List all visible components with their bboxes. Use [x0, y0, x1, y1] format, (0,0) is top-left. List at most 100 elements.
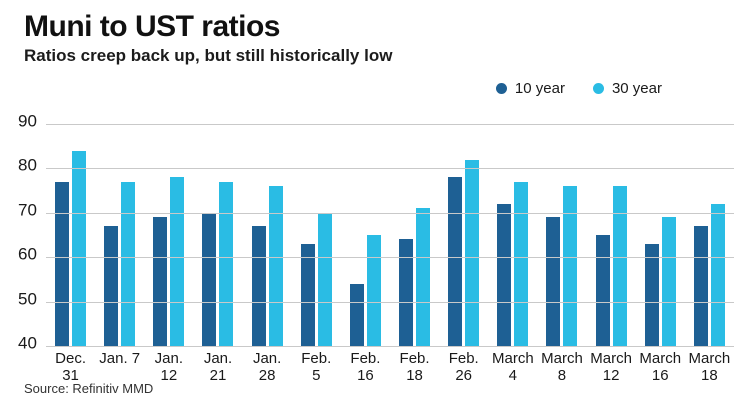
bar-10-year-march-16 [644, 243, 659, 346]
x-tick-label-jan-28: Jan. 28 [243, 350, 292, 384]
x-tick-label-line: March [541, 350, 583, 367]
x-tick-label-march-8: March 8 [537, 350, 586, 384]
bar-10-year-jan-7 [104, 226, 119, 346]
bar-10-year-march-8 [546, 217, 561, 346]
plot-area [46, 124, 734, 347]
x-tick-label-line: 12 [602, 367, 620, 384]
x-tick-label-line: Jan. 7 [99, 350, 141, 367]
bar-30-year-march-4 [514, 181, 529, 346]
x-tick-label-line: 28 [258, 367, 276, 384]
x-tick-label-line: March [491, 350, 534, 367]
source-line: Source: Refinitiv MMD [24, 381, 154, 396]
y-tick-label-60: 60 [18, 244, 37, 264]
gridline-40 [46, 346, 734, 347]
bar-30-year-march-8 [563, 186, 578, 346]
x-axis-labels: Dec. 31 Jan. 7 Jan. 12 Jan. 21 Jan. 28 Feb. 5 Feb. 1… [46, 350, 734, 384]
x-tick-label-jan-21: Jan. 21 [193, 350, 242, 384]
bar-30-year-feb-18 [416, 208, 431, 346]
bar-group-feb-16 [341, 124, 390, 346]
bar-group-dec-31 [46, 124, 95, 346]
y-tick-label-80: 80 [18, 155, 37, 175]
x-tick-label-march-4: March 4 [488, 350, 537, 384]
x-tick-label-feb-5: Feb. 5 [292, 350, 341, 384]
x-tick-label-line: Jan. [154, 350, 184, 367]
x-tick-label-jan-7: Jan. 7 [95, 350, 144, 384]
x-tick-label-dec-31: Dec. 31 [46, 350, 95, 384]
x-tick-label-line: March [590, 350, 632, 367]
x-tick-label-march-12: March 12 [587, 350, 636, 384]
legend-dot-icon [495, 83, 507, 94]
bar-30-year-jan-28 [268, 186, 283, 346]
legend-label: 30 year [611, 80, 662, 97]
bar-10-year-feb-16 [349, 283, 364, 346]
x-tick-label-line: 4 [508, 367, 517, 384]
x-tick-label-march-18: March 18 [685, 350, 734, 384]
x-tick-label-jan-12: Jan. 12 [144, 350, 193, 384]
bar-30-year-march-12 [612, 186, 627, 346]
x-tick-label-line: Feb. [350, 350, 381, 367]
x-tick-label-line: March [639, 350, 682, 367]
bar-group-feb-5 [292, 124, 341, 346]
gridline-50 [46, 301, 734, 303]
x-tick-label-line: 26 [455, 367, 473, 384]
y-tick-label-40: 40 [18, 333, 37, 353]
x-tick-label-line: 21 [209, 367, 227, 384]
x-tick-label-feb-26: Feb. 26 [439, 350, 488, 384]
bar-group-feb-26 [439, 124, 488, 346]
x-tick-label-line: Feb. [448, 350, 479, 367]
gridline-90 [46, 124, 734, 125]
x-tick-label-feb-18: Feb. 18 [390, 350, 439, 384]
legend-dot-icon [592, 83, 604, 94]
y-tick-label-90: 90 [18, 111, 37, 131]
x-tick-label-line: Jan. [203, 350, 233, 367]
bar-group-jan-28 [243, 124, 292, 346]
bar-group-jan-21 [193, 124, 242, 346]
chart-legend: 10 year 30 year [495, 80, 662, 97]
bar-group-jan-12 [144, 124, 193, 346]
bar-30-year-jan-12 [170, 177, 185, 346]
bar-10-year-march-18 [693, 226, 708, 346]
bar-10-year-feb-26 [448, 177, 463, 346]
bar-10-year-dec-31 [55, 181, 70, 346]
x-tick-label-line: Dec. [55, 350, 86, 367]
x-tick-label-line: 16 [651, 367, 669, 384]
x-tick-label-line: Feb. [301, 350, 332, 367]
bar-group-march-16 [636, 124, 685, 346]
x-tick-label-line: 16 [357, 367, 374, 384]
bar-10-year-march-12 [595, 235, 610, 346]
x-tick-label-line: Feb. [399, 350, 430, 367]
bar-30-year-march-18 [710, 203, 725, 346]
x-tick-label-feb-16: Feb. 16 [341, 350, 390, 384]
y-tick-label-50: 50 [18, 289, 37, 309]
x-tick-label-line: 12 [160, 367, 178, 384]
bar-30-year-dec-31 [72, 150, 87, 346]
bar-groups [46, 124, 734, 346]
x-tick-label-line: 18 [406, 367, 423, 384]
x-tick-label-line: Jan. [252, 350, 282, 367]
bar-30-year-feb-26 [465, 159, 480, 346]
x-tick-label-line: 18 [701, 367, 718, 384]
chart-title: Muni to UST ratios [24, 10, 281, 43]
chart-subtitle: Ratios creep back up, but still historic… [24, 46, 393, 65]
gridline-60 [46, 257, 734, 259]
bar-30-year-jan-7 [121, 181, 136, 346]
legend-label: 10 year [514, 80, 565, 97]
bar-group-march-12 [587, 124, 636, 346]
bar-group-march-18 [685, 124, 734, 346]
bar-10-year-jan-28 [251, 226, 266, 346]
x-tick-label-line: 5 [312, 367, 321, 384]
bar-10-year-feb-5 [300, 243, 315, 346]
bar-30-year-jan-21 [219, 181, 234, 346]
gridline-80 [46, 168, 734, 170]
bar-10-year-jan-21 [202, 212, 217, 346]
x-tick-label-line: March [688, 350, 731, 367]
bar-30-year-march-16 [661, 217, 676, 346]
x-tick-label-march-16: March 16 [636, 350, 685, 384]
bar-30-year-feb-16 [366, 235, 381, 346]
bar-10-year-march-4 [497, 203, 512, 346]
bar-30-year-feb-5 [317, 212, 332, 346]
bar-group-jan-7 [95, 124, 144, 346]
legend-item-30-year: 30 year [592, 80, 662, 97]
y-tick-label-70: 70 [18, 200, 37, 220]
